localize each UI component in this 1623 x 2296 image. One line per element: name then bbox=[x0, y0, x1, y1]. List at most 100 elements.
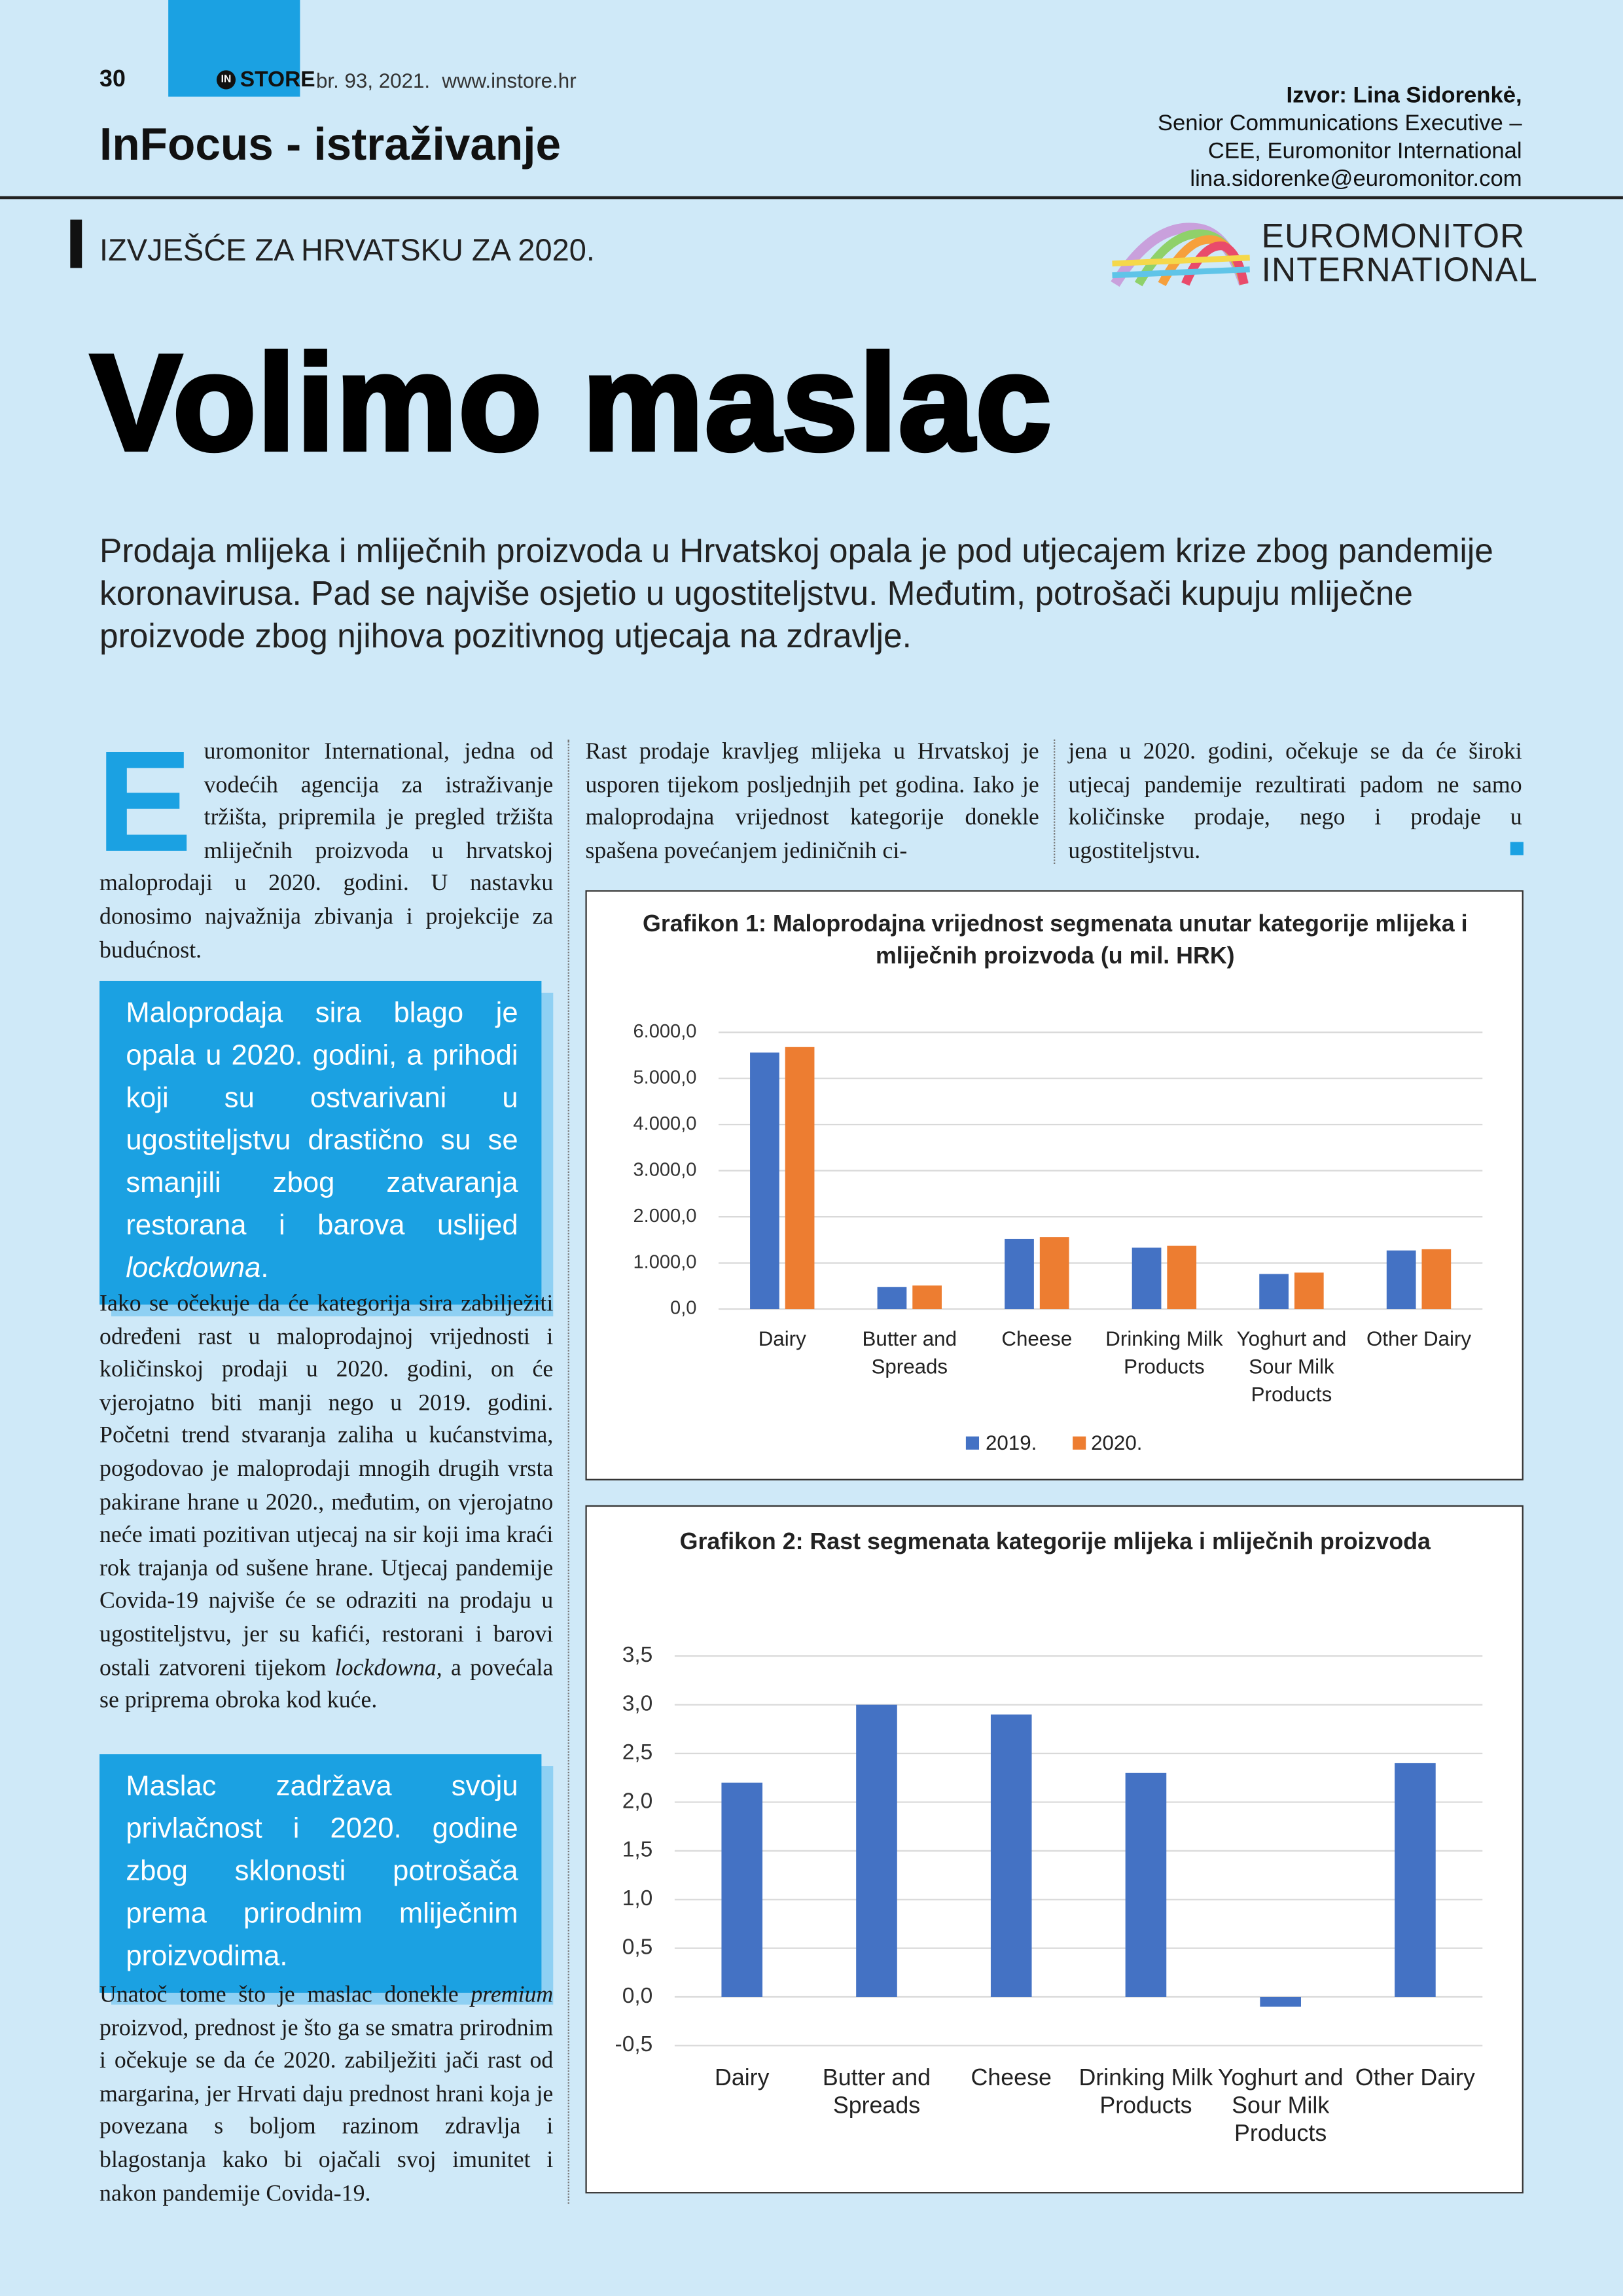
legend-swatch bbox=[966, 1436, 980, 1450]
paragraph: uromonitor International, jedna od vodeć… bbox=[99, 739, 554, 963]
source-line: CEE, Euromonitor International bbox=[1207, 139, 1522, 164]
x-tick-label: Drinking Milk Products bbox=[1079, 2066, 1213, 2119]
bar bbox=[1132, 1247, 1162, 1310]
legend-item: 2020. bbox=[1072, 1431, 1142, 1454]
legend: 2019. 2020. bbox=[587, 1431, 1522, 1454]
text-run: Unatoč tome što je maslac donekle bbox=[99, 1982, 471, 2008]
chart-2: Grafikon 2: Rast segmenata kategorije ml… bbox=[585, 1505, 1524, 2194]
plot: -0,5 0,0 0,5 1,0 1,5 2,0 2,5 3,0 3,5 bbox=[615, 1643, 1483, 2056]
bar bbox=[1039, 1237, 1069, 1310]
legend-label: 2020. bbox=[1091, 1430, 1143, 1454]
italic-text: premium bbox=[471, 1982, 554, 2008]
pull-quote: Maslac zadržava svoju privlačnost i 2020… bbox=[99, 1754, 542, 1993]
pull-quote: Maloprodaja sira blago je opala u 2020. … bbox=[99, 980, 542, 1305]
y-tick-label: 1,0 bbox=[622, 1886, 653, 1910]
x-tick-label: Yoghurt and Sour Milk Products bbox=[1217, 2066, 1344, 2147]
bar bbox=[1125, 1772, 1167, 1997]
y-tick-label: 1,5 bbox=[622, 1838, 653, 1862]
plot: 0,0 1.000,0 2.000,0 3.000,0 4.000,0 5.000,0 6.… bbox=[633, 1021, 1483, 1319]
y-tick-label: 0,0 bbox=[622, 1984, 653, 2008]
bar bbox=[856, 1704, 897, 1997]
article-title: Volimo maslac bbox=[88, 325, 1053, 481]
header-rule bbox=[0, 196, 1623, 199]
bar bbox=[1005, 1238, 1034, 1310]
text-run: , a povećala se priprema obroka kod kuće… bbox=[99, 1655, 554, 1713]
source-line: Senior Communications Executive – bbox=[1157, 111, 1522, 137]
y-tick-label: 6.000,0 bbox=[633, 1021, 696, 1042]
y-tick-label: 0,5 bbox=[622, 1935, 653, 1959]
y-tick-label: 5.000,0 bbox=[633, 1067, 696, 1088]
source-line: lina.sidorenke@euromonitor.com bbox=[1190, 167, 1522, 192]
bar bbox=[1259, 1274, 1289, 1310]
y-tick-label: 2,5 bbox=[622, 1740, 653, 1765]
legend-label: 2019. bbox=[985, 1430, 1037, 1454]
italic-text: lockdowna bbox=[126, 1251, 261, 1285]
y-tick-label: 4.000,0 bbox=[633, 1113, 696, 1134]
y-tick-label: 0,0 bbox=[670, 1298, 696, 1319]
y-tick-label: 2.000,0 bbox=[633, 1206, 696, 1227]
paragraph: Iako se očekuje da će kategorija sira za… bbox=[99, 1289, 553, 1719]
chart-title: Grafikon 1: Maloprodajna vrijednost segm… bbox=[643, 912, 1468, 970]
paragraph: Unatoč tome što je maslac donekle premiu… bbox=[99, 1980, 553, 2212]
bar bbox=[1167, 1246, 1197, 1310]
lead: Prodaja mlijeka i mliječnih proizvoda u … bbox=[99, 531, 1493, 655]
bar bbox=[990, 1714, 1032, 1997]
y-tick-label: 2,0 bbox=[622, 1789, 653, 1813]
y-tick-label: 1.000,0 bbox=[633, 1251, 696, 1272]
x-tick-label: Other Dairy bbox=[1366, 1326, 1472, 1350]
page-number: 30 bbox=[99, 67, 126, 92]
y-tick-label: -0,5 bbox=[615, 2032, 653, 2056]
source: Izvor: Lina Sidorenkė, Senior Communicat… bbox=[1158, 82, 1522, 193]
x-tick-label: Dairy bbox=[758, 1326, 806, 1350]
bar bbox=[785, 1047, 815, 1310]
text-run: Maloprodaja sira blago je opala u 2020. … bbox=[126, 997, 518, 1242]
brand: STORE bbox=[240, 67, 315, 92]
x-tick-label: Other Dairy bbox=[1355, 2066, 1475, 2091]
x-tick-label: Butter and Spreads bbox=[862, 1326, 957, 1378]
logo-text: EUROMONITOR INTERNATIONAL bbox=[1261, 217, 1538, 289]
text-run: proizvod, prednost je što ga se smatra p… bbox=[99, 2015, 554, 2206]
x-tick-label: Dairy bbox=[714, 2066, 770, 2091]
y-tick-label: 3,5 bbox=[622, 1643, 653, 1667]
bar bbox=[877, 1287, 907, 1310]
x-tick-label: Yoghurt and Sour Milk Products bbox=[1236, 1326, 1347, 1406]
paragraph: Rast prodaje kravljeg mlijeka u Hrvatsko… bbox=[585, 739, 1039, 864]
bar bbox=[1386, 1250, 1416, 1310]
bar bbox=[1260, 1996, 1301, 2007]
end-mark bbox=[1510, 842, 1524, 855]
x-tick-label: Cheese bbox=[971, 2066, 1052, 2091]
website: www.instore.hr bbox=[442, 69, 577, 92]
chart-title: Grafikon 2: Rast segmenata kategorije ml… bbox=[679, 1530, 1431, 1555]
logo-line: INTERNATIONAL bbox=[1261, 250, 1538, 289]
logo-line: EUROMONITOR bbox=[1261, 217, 1525, 255]
source-line: Izvor: Lina Sidorenkė, bbox=[1286, 83, 1522, 109]
legend-swatch bbox=[1072, 1436, 1086, 1450]
brand-mark: IN bbox=[216, 70, 236, 90]
bar bbox=[750, 1052, 779, 1310]
paragraph: jena u 2020. godini, očekuje se da će ši… bbox=[1068, 739, 1522, 864]
x-tick-label: Butter and Spreads bbox=[822, 2066, 931, 2119]
column-rule bbox=[1054, 739, 1056, 864]
x-tick-label: Cheese bbox=[1001, 1326, 1073, 1350]
text-run: . bbox=[260, 1251, 269, 1285]
column-rule bbox=[567, 739, 571, 2204]
text-run: Iako se očekuje da će kategorija sira za… bbox=[99, 1291, 554, 1681]
drop-cap: E bbox=[96, 720, 192, 882]
report-bar bbox=[70, 219, 82, 268]
bar bbox=[1395, 1763, 1436, 1997]
y-tick-label: 3,0 bbox=[622, 1692, 653, 1716]
bar bbox=[1294, 1272, 1324, 1310]
issue: br. 93, 2021. bbox=[316, 69, 431, 92]
y-tick-label: 3.000,0 bbox=[633, 1159, 696, 1180]
section-title: InFocus - istraživanje bbox=[99, 118, 562, 170]
text-run: Maslac zadržava svoju privlačnost i 2020… bbox=[126, 1770, 518, 1973]
x-tick-label: Drinking Milk Products bbox=[1105, 1326, 1223, 1378]
bar bbox=[1421, 1249, 1452, 1310]
bar bbox=[912, 1285, 942, 1310]
chart-1: Grafikon 1: Maloprodajna vrijednost segm… bbox=[585, 890, 1524, 1480]
legend-item: 2019. bbox=[966, 1430, 1037, 1454]
bar bbox=[721, 1782, 763, 1997]
